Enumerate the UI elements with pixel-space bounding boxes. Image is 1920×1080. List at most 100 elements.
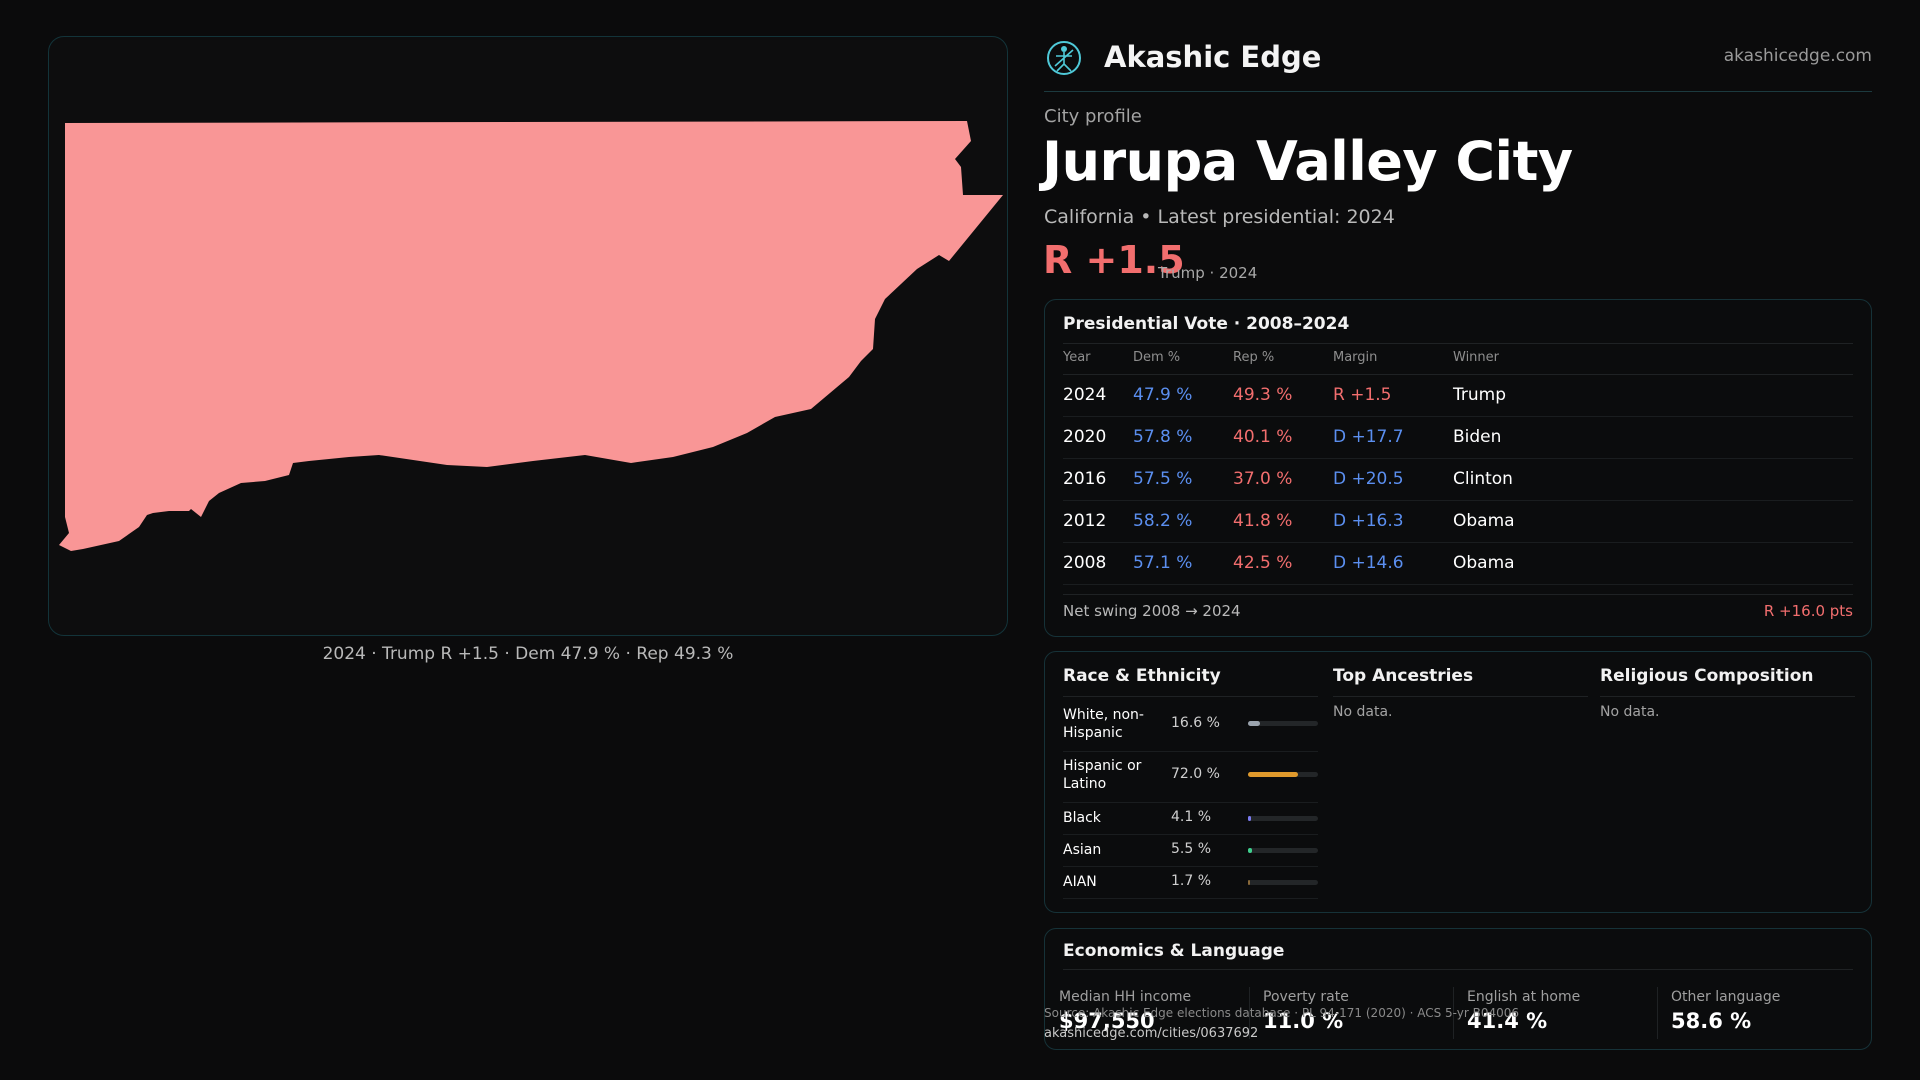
vote-card-title: Presidential Vote · 2008–2024 [1063, 314, 1350, 334]
top-ancestries-title: Top Ancestries [1333, 666, 1474, 686]
stat-value: 11.0 % [1263, 1009, 1344, 1033]
cell-year: 2008 [1063, 553, 1107, 573]
table-row: 2020 57.8 % 40.1 % D +17.7 Biden [1063, 417, 1853, 459]
race-value: 72.0 % [1171, 766, 1220, 782]
race-bar [1248, 772, 1318, 777]
race-value: 5.5 % [1171, 841, 1212, 857]
col-header-winner: Winner [1453, 350, 1500, 365]
race-value: 16.6 % [1171, 715, 1220, 731]
cell-margin: D +14.6 [1333, 553, 1404, 573]
cell-dem: 47.9 % [1133, 385, 1193, 405]
cell-dem: 57.5 % [1133, 469, 1193, 489]
table-row: 2012 58.2 % 41.8 % D +16.3 Obama [1063, 501, 1853, 543]
race-row: White, non-Hispanic 16.6 % [1063, 702, 1318, 752]
col-header-dem: Dem % [1133, 350, 1181, 365]
race-row: Asian 5.5 % [1063, 836, 1318, 867]
cell-year: 2016 [1063, 469, 1107, 489]
cell-winner: Obama [1453, 553, 1515, 573]
race-bar-fill [1248, 880, 1250, 885]
brand-header: Akashic Edge akashicedge.com [1044, 36, 1872, 92]
race-row: Black 4.1 % [1063, 804, 1318, 835]
cell-rep: 42.5 % [1233, 553, 1293, 573]
divider [1063, 374, 1853, 375]
cell-margin: R +1.5 [1333, 385, 1392, 405]
cell-margin: D +20.5 [1333, 469, 1404, 489]
religion-empty-state: No data. [1600, 704, 1660, 720]
circular-figure-logo-icon [1046, 40, 1082, 76]
cell-dem: 57.1 % [1133, 553, 1193, 573]
table-row: 2024 47.9 % 49.3 % R +1.5 Trump [1063, 375, 1853, 417]
demographics-card: Race & Ethnicity White, non-Hispanic 16.… [1044, 651, 1872, 913]
race-bar [1248, 848, 1318, 853]
cell-margin: D +16.3 [1333, 511, 1404, 531]
race-value: 4.1 % [1171, 809, 1212, 825]
map-caption: 2024 · Trump R +1.5 · Dem 47.9 % · Rep 4… [322, 644, 734, 664]
race-bar [1248, 880, 1318, 885]
page-kicker: City profile [1044, 106, 1142, 127]
brand-name: Akashic Edge [1104, 40, 1322, 74]
cell-winner: Trump [1453, 385, 1507, 405]
cell-rep: 37.0 % [1233, 469, 1293, 489]
cell-dem: 57.8 % [1133, 427, 1193, 447]
presidential-vote-card: Presidential Vote · 2008–2024 Year Dem %… [1044, 299, 1872, 637]
latest-margin: R +1.5 [1043, 238, 1185, 282]
race-bar-fill [1248, 721, 1260, 726]
divider [1063, 969, 1853, 970]
race-label: AIAN [1063, 874, 1097, 890]
stat-label: Other language [1671, 989, 1781, 1005]
divider [1333, 696, 1588, 697]
divider [1063, 343, 1853, 344]
divider [1453, 987, 1454, 1039]
cell-dem: 58.2 % [1133, 511, 1193, 531]
divider [1063, 594, 1853, 595]
stat-label: English at home [1467, 989, 1581, 1005]
race-bar-fill [1248, 816, 1251, 821]
race-label: Black [1063, 810, 1101, 826]
city-map [48, 36, 1008, 636]
stat-label: Median HH income [1059, 989, 1192, 1005]
col-header-year: Year [1063, 350, 1091, 365]
stat-value: $97,550 [1059, 1009, 1155, 1033]
cell-margin: D +17.7 [1333, 427, 1404, 447]
source-citation: Source: Akashic Edge elections database … [1044, 1006, 1520, 1020]
page-subtitle: California • Latest presidential: 2024 [1044, 206, 1395, 228]
race-label: Hispanic or Latino [1063, 758, 1142, 792]
cell-rep: 41.8 % [1233, 511, 1293, 531]
race-row: AIAN 1.7 % [1063, 868, 1318, 899]
cell-winner: Obama [1453, 511, 1515, 531]
cell-rep: 49.3 % [1233, 385, 1293, 405]
cell-rep: 40.1 % [1233, 427, 1293, 447]
race-bar [1248, 816, 1318, 821]
brand-url-link[interactable]: akashicedge.com [1723, 46, 1872, 66]
stat-poverty-rate: Poverty rate 11.0 % [1249, 987, 1453, 1039]
cell-winner: Clinton [1453, 469, 1513, 489]
economics-language-card: Economics & Language Median HH income $9… [1044, 928, 1872, 1050]
latest-margin-note: Trump · 2024 [1158, 264, 1258, 282]
net-swing-label: Net swing 2008 → 2024 [1063, 602, 1241, 620]
source-url-link[interactable]: akashicedge.com/cities/0637692 [1044, 1026, 1259, 1041]
cell-year: 2024 [1063, 385, 1107, 405]
race-row: Hispanic or Latino 72.0 % [1063, 753, 1318, 803]
divider [1063, 696, 1318, 697]
stat-value: 58.6 % [1671, 1009, 1752, 1033]
economics-title: Economics & Language [1063, 941, 1285, 961]
cell-year: 2020 [1063, 427, 1107, 447]
stat-label: Poverty rate [1263, 989, 1349, 1005]
religious-composition-title: Religious Composition [1600, 666, 1814, 686]
stat-english-at-home: English at home 41.4 % [1453, 987, 1657, 1039]
cell-year: 2012 [1063, 511, 1107, 531]
race-value: 1.7 % [1171, 873, 1212, 889]
cell-winner: Biden [1453, 427, 1502, 447]
stat-other-language: Other language 58.6 % [1657, 987, 1861, 1039]
race-bar-fill [1248, 772, 1299, 777]
race-label: White, non-Hispanic [1063, 707, 1144, 741]
divider [1249, 987, 1250, 1039]
city-boundary-shape [59, 121, 1003, 551]
col-header-rep: Rep % [1233, 350, 1275, 365]
race-label: Asian [1063, 842, 1102, 858]
race-ethnicity-title: Race & Ethnicity [1063, 666, 1221, 686]
table-row: 2016 57.5 % 37.0 % D +20.5 Clinton [1063, 459, 1853, 501]
city-boundary-map [59, 121, 1003, 551]
race-bar-fill [1248, 848, 1252, 853]
stat-median-income: Median HH income $97,550 [1045, 987, 1249, 1039]
